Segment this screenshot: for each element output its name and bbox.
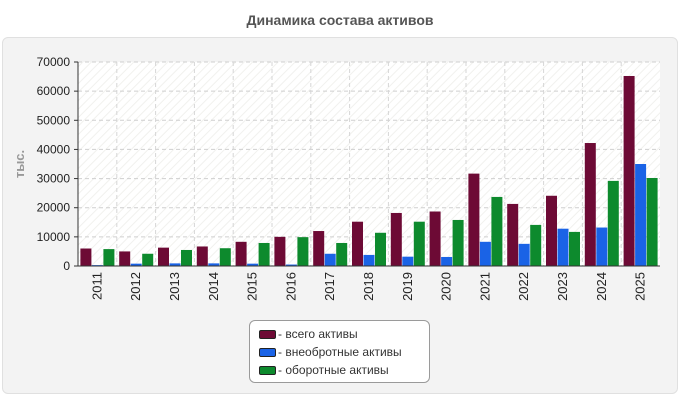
bar-noncurrent-2012 [130, 263, 142, 266]
bar-current-2012 [142, 253, 154, 266]
x-tick-label: 2012 [128, 272, 143, 301]
x-tick-label: 2024 [594, 272, 609, 301]
x-tick-label: 2022 [516, 272, 531, 301]
bar-current-2024 [607, 180, 619, 266]
bar-total-2021 [468, 173, 480, 266]
legend-item-current: - оборотные активы [250, 361, 429, 379]
x-tick-label: 2021 [477, 272, 492, 301]
x-tick-label: 2014 [206, 272, 221, 301]
bar-noncurrent-2019 [402, 256, 414, 266]
legend-item-noncurrent: - внеобротные активы [250, 343, 429, 361]
bars-group [80, 75, 658, 266]
bar-current-2025 [646, 177, 658, 266]
grid-lines [78, 61, 660, 266]
legend-label-current: - оборотные активы [278, 363, 389, 377]
bar-noncurrent-2017 [324, 253, 336, 266]
x-tick-label: 2016 [283, 272, 298, 301]
bar-total-2015 [235, 241, 247, 266]
bar-total-2024 [584, 143, 596, 266]
legend-label-noncurrent: - внеобротные активы [278, 345, 402, 359]
legend-swatch-current [259, 365, 276, 375]
y-tick-label: 0 [63, 259, 70, 273]
legend-swatch-noncurrent [259, 347, 276, 357]
bar-current-2015 [258, 242, 270, 266]
bar-total-2011 [80, 248, 92, 266]
x-tick-label: 2020 [439, 272, 454, 301]
legend-label-total: - всего активы [278, 327, 358, 341]
y-tick-label: 20000 [37, 201, 71, 215]
bar-current-2017 [336, 242, 348, 266]
x-tick-label: 2015 [245, 272, 260, 301]
bar-total-2025 [623, 75, 635, 266]
bar-current-2021 [491, 196, 503, 266]
bar-current-2013 [181, 249, 192, 266]
y-tick-label: 50000 [37, 113, 71, 127]
bar-current-2019 [413, 221, 425, 266]
bar-total-2018 [352, 221, 363, 266]
bar-current-2014 [219, 248, 231, 266]
bar-noncurrent-2018 [363, 254, 375, 266]
bar-noncurrent-2022 [518, 243, 530, 266]
x-tick-label: 2025 [633, 272, 648, 301]
bar-current-2023 [569, 231, 580, 266]
x-tick-label: 2019 [400, 272, 415, 301]
bar-total-2022 [507, 203, 519, 266]
y-tick-label: 40000 [37, 142, 71, 156]
bar-current-2020 [452, 219, 464, 266]
x-tick-label: 2013 [167, 272, 182, 301]
bar-total-2013 [158, 247, 169, 266]
bar-current-2018 [375, 232, 386, 266]
bar-current-2011 [103, 249, 115, 266]
bar-noncurrent-2024 [596, 227, 608, 266]
chart-title: Динамика состава активов [246, 12, 434, 28]
axes-group: 0 10000 20000 30000 40000 50000 60000 70000 2011… [37, 55, 660, 301]
x-tick-label: 2023 [555, 272, 570, 301]
x-tick-label: 2011 [89, 272, 104, 300]
bar-total-2014 [196, 246, 208, 266]
bar-noncurrent-2016 [285, 264, 297, 266]
legend-item-total: - всего активы [250, 325, 429, 343]
bar-current-2022 [530, 224, 542, 266]
y-tick-label: 30000 [37, 172, 71, 186]
bar-noncurrent-2013 [169, 263, 181, 266]
legend-swatch-total [259, 329, 276, 339]
legend: - всего активы - внеобротные активы - об… [249, 320, 430, 383]
bar-noncurrent-2025 [635, 164, 647, 266]
bar-noncurrent-2015 [247, 263, 259, 266]
bar-total-2019 [390, 212, 402, 266]
bar-total-2016 [274, 236, 286, 266]
y-axis-label: тыс. [12, 150, 27, 178]
bar-total-2023 [546, 195, 557, 266]
y-tick-label: 70000 [37, 55, 71, 69]
bar-total-2012 [119, 251, 131, 266]
x-tick-label: 2018 [361, 272, 376, 301]
x-tick-label: 2017 [322, 272, 337, 301]
bar-current-2016 [297, 237, 309, 266]
bar-noncurrent-2014 [208, 263, 220, 266]
y-tick-label: 60000 [37, 84, 71, 98]
bar-noncurrent-2020 [441, 256, 453, 266]
bar-noncurrent-2023 [557, 228, 569, 266]
bar-noncurrent-2021 [479, 241, 491, 266]
bar-total-2020 [429, 211, 441, 266]
bar-total-2017 [313, 231, 325, 266]
y-tick-label: 10000 [37, 230, 71, 244]
